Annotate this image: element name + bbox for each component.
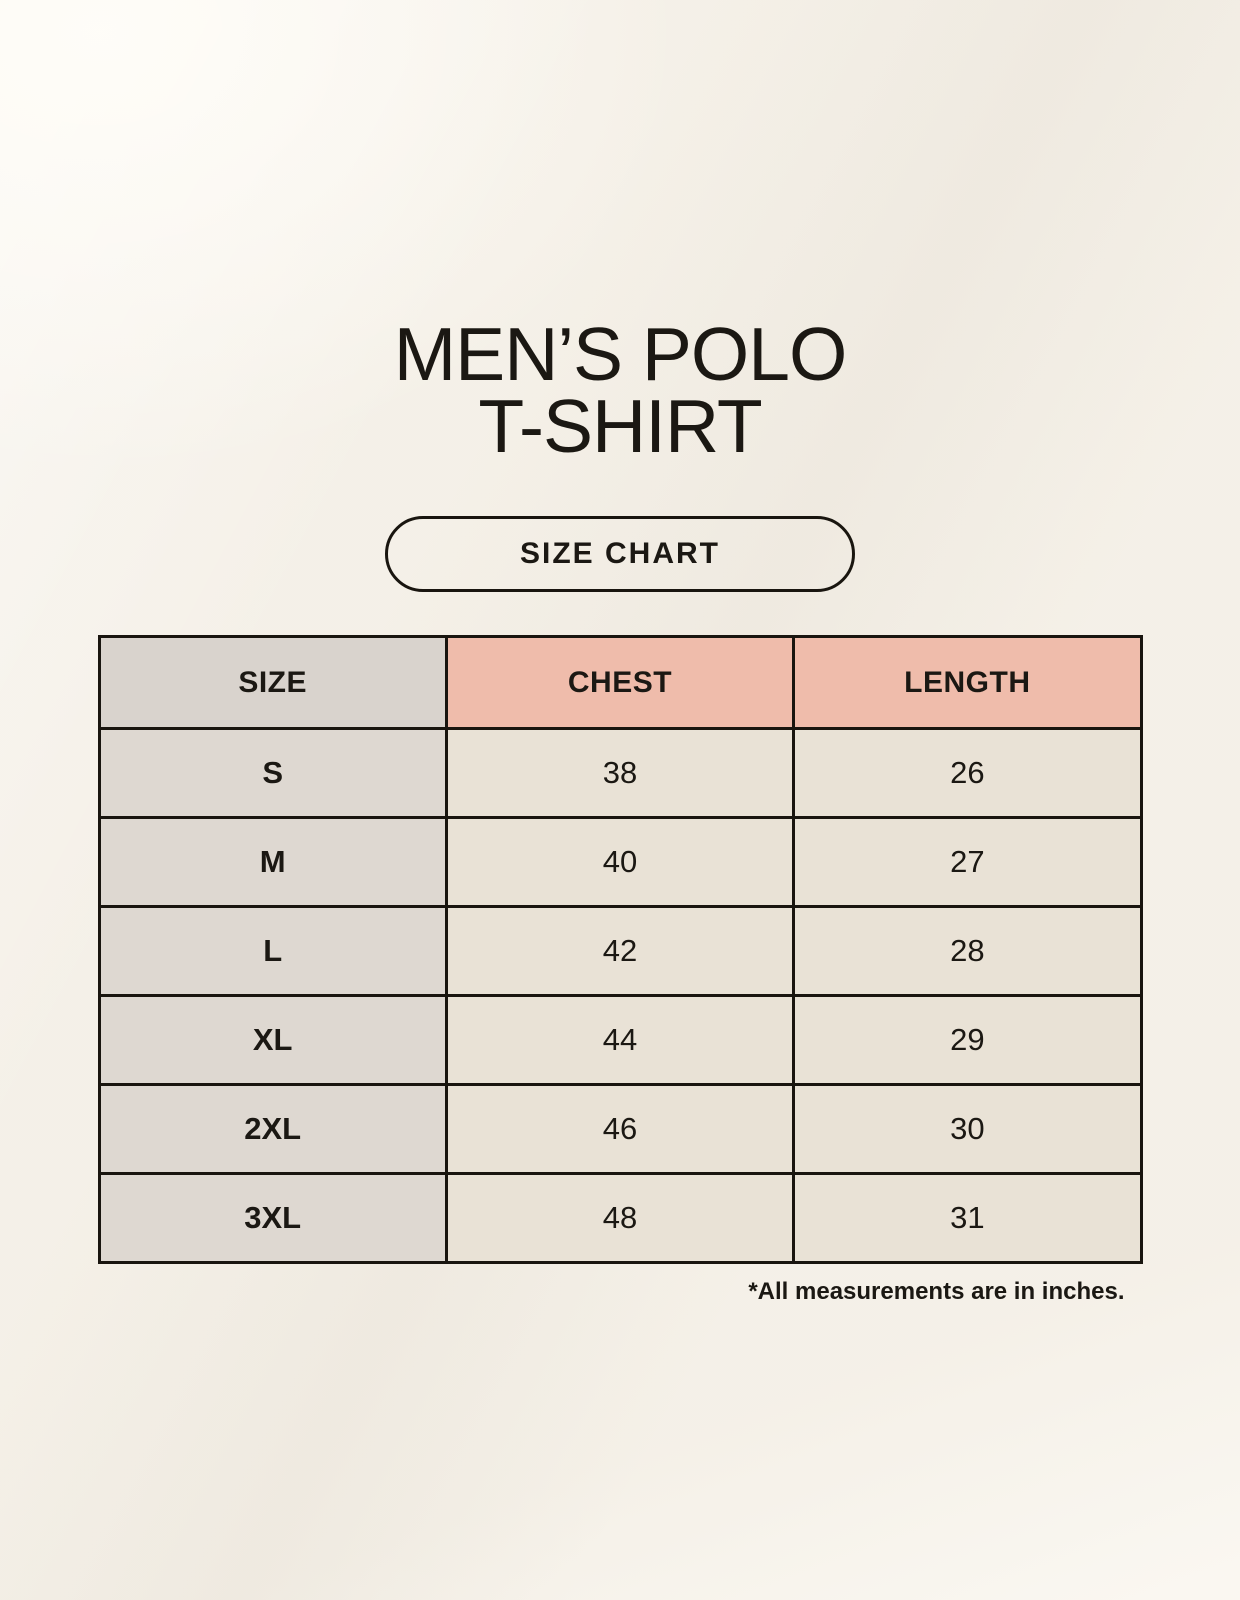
table-row-s: S 38 26 [97, 727, 1143, 819]
size-chart-badge: SIZE CHART [385, 516, 855, 592]
length-value-cell: 29 [792, 994, 1143, 1086]
column-header-length: LENGTH [792, 635, 1143, 730]
size-cell: M [97, 816, 448, 908]
size-chart-page: MEN’S POLO T-SHIRT SIZE CHART SIZE CHEST… [97, 317, 1143, 1306]
size-cell: 3XL [97, 1172, 448, 1264]
length-value-cell: 27 [792, 816, 1143, 908]
length-value-cell: 30 [792, 1083, 1143, 1175]
table-row-m: M 40 27 [97, 816, 1143, 908]
chest-value-cell: 42 [444, 905, 796, 997]
table-row-2xl: 2XL 46 30 [97, 1083, 1143, 1175]
size-cell: L [97, 905, 448, 997]
size-cell: S [97, 727, 448, 819]
chest-value-cell: 48 [444, 1172, 796, 1264]
table-row-3xl: 3XL 48 31 [97, 1172, 1143, 1264]
badge-label: SIZE CHART [520, 537, 720, 570]
title-line-2: T-SHIRT [478, 384, 762, 468]
length-value-cell: 28 [792, 905, 1143, 997]
table-row-xl: XL 44 29 [97, 994, 1143, 1086]
footnote-row: *All measurements are in inches. [98, 1278, 1143, 1306]
size-cell: 2XL [97, 1083, 448, 1175]
table-row-l: L 42 28 [97, 905, 1143, 997]
page-title: MEN’S POLO T-SHIRT [394, 317, 848, 464]
chest-value-cell: 40 [444, 816, 796, 908]
column-header-size: SIZE [97, 635, 448, 730]
column-header-chest: CHEST [444, 635, 796, 730]
length-value-cell: 31 [792, 1172, 1143, 1264]
size-cell: XL [97, 994, 448, 1086]
size-chart-table: SIZE CHEST LENGTH S 38 26 M 40 27 L 42 2… [97, 635, 1143, 1264]
length-value-cell: 26 [792, 727, 1143, 819]
chest-value-cell: 46 [444, 1083, 796, 1175]
measurements-footnote: *All measurements are in inches. [748, 1278, 1125, 1305]
chest-value-cell: 38 [444, 727, 796, 819]
table-header-row: SIZE CHEST LENGTH [97, 635, 1143, 730]
chest-value-cell: 44 [444, 994, 796, 1086]
title-line-1: MEN’S POLO [393, 312, 848, 396]
